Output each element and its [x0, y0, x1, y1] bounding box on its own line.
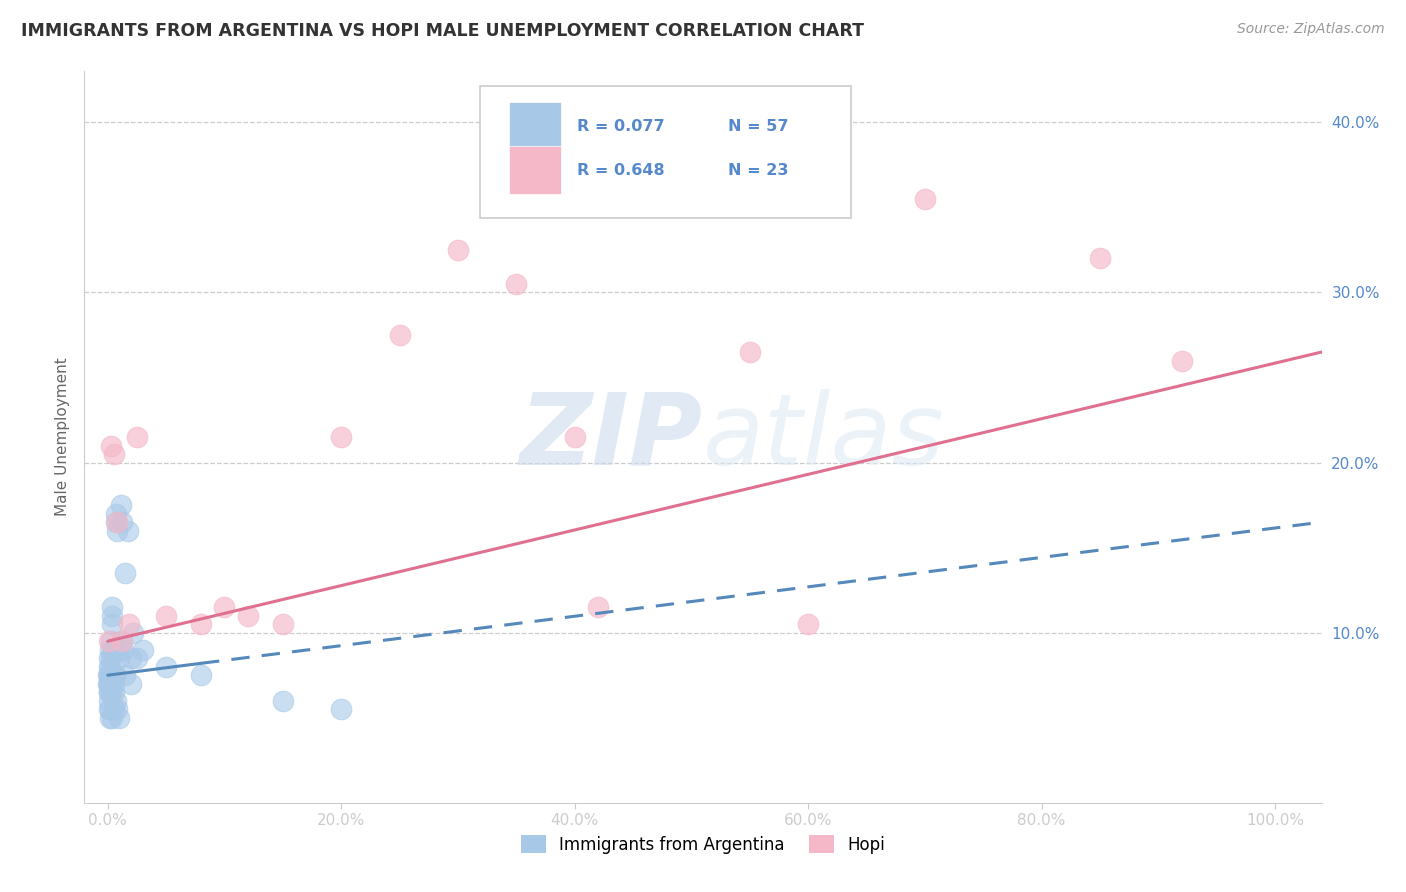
Point — [108, 711, 131, 725]
Point — [101, 617, 124, 632]
Point — [122, 625, 145, 640]
Point — [447, 243, 470, 257]
Point — [125, 651, 148, 665]
Y-axis label: Male Unemployment: Male Unemployment — [55, 358, 70, 516]
Point — [104, 668, 127, 682]
Point — [105, 515, 128, 529]
Point — [101, 600, 124, 615]
Point — [388, 328, 411, 343]
Point — [97, 685, 120, 699]
Point — [114, 668, 136, 682]
Point — [97, 668, 120, 682]
Point — [98, 702, 121, 716]
Point — [100, 677, 122, 691]
Text: IMMIGRANTS FROM ARGENTINA VS HOPI MALE UNEMPLOYMENT CORRELATION CHART: IMMIGRANTS FROM ARGENTINA VS HOPI MALE U… — [21, 22, 865, 40]
Point — [103, 702, 125, 716]
Point — [1088, 252, 1111, 266]
Point — [98, 702, 121, 716]
Point — [98, 634, 121, 648]
Point — [104, 642, 127, 657]
Point — [914, 192, 936, 206]
FancyBboxPatch shape — [509, 146, 561, 194]
Point — [97, 677, 120, 691]
Point — [100, 685, 122, 699]
Point — [103, 685, 125, 699]
Point — [155, 659, 177, 673]
Text: Source: ZipAtlas.com: Source: ZipAtlas.com — [1237, 22, 1385, 37]
Point — [98, 659, 121, 673]
Point — [236, 608, 259, 623]
Point — [214, 600, 236, 615]
Point — [105, 515, 128, 529]
Point — [100, 439, 122, 453]
Point — [155, 608, 177, 623]
Point — [330, 430, 353, 444]
Point — [97, 677, 120, 691]
Text: R = 0.648: R = 0.648 — [576, 162, 665, 178]
Point — [111, 634, 134, 648]
Point — [101, 642, 124, 657]
Point — [98, 642, 121, 657]
Point — [190, 617, 212, 632]
Point — [1170, 353, 1192, 368]
Point — [107, 642, 129, 657]
Text: R = 0.077: R = 0.077 — [576, 119, 665, 134]
Point — [564, 430, 586, 444]
Point — [271, 694, 294, 708]
Point — [330, 702, 353, 716]
Point — [105, 524, 128, 538]
Point — [100, 685, 122, 699]
Legend: Immigrants from Argentina, Hopi: Immigrants from Argentina, Hopi — [513, 829, 893, 860]
Point — [104, 668, 127, 682]
Text: N = 23: N = 23 — [728, 162, 789, 178]
Point — [98, 668, 121, 682]
Point — [120, 677, 142, 691]
Point — [110, 498, 132, 512]
Point — [98, 668, 121, 682]
Point — [100, 651, 122, 665]
FancyBboxPatch shape — [481, 86, 852, 218]
Point — [271, 617, 294, 632]
Point — [111, 515, 134, 529]
Point — [104, 694, 127, 708]
Point — [98, 659, 121, 673]
Point — [117, 524, 139, 538]
Text: atlas: atlas — [703, 389, 945, 485]
Point — [586, 600, 609, 615]
Point — [111, 642, 134, 657]
Point — [98, 711, 121, 725]
Point — [101, 608, 124, 623]
Point — [98, 677, 121, 691]
Point — [797, 617, 820, 632]
FancyBboxPatch shape — [509, 103, 561, 150]
Point — [190, 668, 212, 682]
Point — [108, 651, 131, 665]
Point — [97, 685, 120, 699]
Point — [505, 277, 527, 291]
Point — [111, 634, 134, 648]
Text: N = 57: N = 57 — [728, 119, 789, 134]
Point — [103, 677, 125, 691]
Point — [101, 711, 124, 725]
Point — [100, 634, 122, 648]
Point — [120, 651, 142, 665]
Point — [125, 430, 148, 444]
Point — [105, 702, 128, 716]
Point — [132, 642, 155, 657]
Point — [114, 566, 136, 581]
Point — [98, 651, 121, 665]
Point — [100, 677, 122, 691]
Point — [738, 345, 761, 359]
Point — [97, 694, 120, 708]
Point — [104, 507, 127, 521]
Text: ZIP: ZIP — [520, 389, 703, 485]
Point — [118, 617, 141, 632]
Point — [103, 447, 125, 461]
